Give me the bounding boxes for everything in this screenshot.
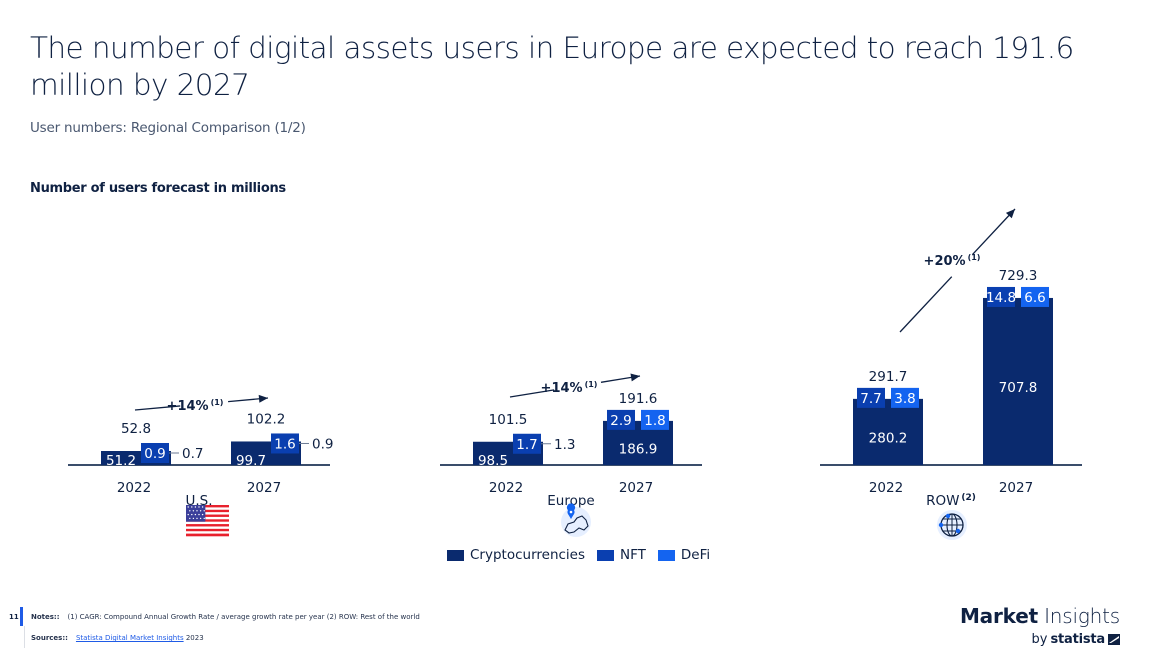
- chart-heading: Number of users forecast in millions: [30, 181, 286, 196]
- data-label-cryptocurrencies: 98.5: [478, 453, 508, 469]
- sources-label: Sources::: [31, 634, 68, 642]
- legend-swatch-nft: [597, 549, 615, 561]
- data-label-defi: 1.8: [644, 413, 665, 429]
- cagr-label: +14% (1): [167, 398, 224, 414]
- x-tick-label: 2022: [489, 480, 523, 496]
- data-label-total: 291.7: [869, 369, 908, 385]
- bar-defi: [1021, 286, 1049, 307]
- cagr-arrow-head: [258, 394, 268, 403]
- footer-notes: Notes:: (1) CAGR: Compound Annual Growth …: [31, 613, 420, 621]
- brand-byline: by statista: [960, 632, 1120, 647]
- bar-cryptocurrencies: [853, 398, 923, 465]
- cagr-label: +14% (1): [541, 380, 598, 396]
- cagr-arrow-line: [899, 276, 953, 333]
- data-label-defi: 0.7: [182, 446, 203, 462]
- cagr-arrow-line: [971, 208, 1016, 255]
- data-label-defi: 3.8: [894, 391, 915, 407]
- bar-defi: [641, 409, 669, 430]
- brand-title: Market Insights: [960, 604, 1120, 628]
- cagr-arrow-line: [134, 405, 181, 411]
- sources-year: 2023: [185, 634, 204, 642]
- brand-market: Market: [959, 604, 1038, 628]
- cagr-arrow-head: [630, 373, 640, 382]
- notes-label: Notes::: [31, 613, 60, 621]
- page-title: The number of digital assets users in Eu…: [30, 31, 1074, 102]
- footer-accent-bar: [20, 607, 23, 626]
- bar-nft: [513, 433, 541, 454]
- data-label-total: 102.2: [247, 411, 286, 427]
- bar-nft: [271, 433, 299, 454]
- legend-item-crypto: Cryptocurrencies: [447, 547, 585, 563]
- data-label-nft: 2.9: [610, 413, 631, 429]
- cagr-label: +20% (1): [924, 253, 981, 269]
- legend-swatch-crypto: [447, 549, 464, 561]
- data-label-cryptocurrencies: 707.8: [999, 380, 1038, 396]
- data-label-nft: 7.7: [860, 391, 881, 407]
- bar-nft: [141, 443, 169, 463]
- data-label-cryptocurrencies: 51.2: [106, 453, 136, 469]
- cagr-footnote: (1): [968, 253, 981, 262]
- data-label-cryptocurrencies: 186.9: [619, 441, 658, 457]
- globe-network-icon: [937, 510, 967, 540]
- region-label: ROW (2): [926, 493, 976, 509]
- brand-by: by: [1031, 632, 1048, 647]
- us-flag-icon: [186, 505, 229, 537]
- data-label-total: 729.3: [999, 268, 1038, 284]
- x-tick-label: 2022: [869, 480, 903, 496]
- brand-statista: statista: [1050, 632, 1105, 647]
- bar-cryptocurrencies: [983, 297, 1053, 465]
- data-label-defi: 0.9: [312, 436, 333, 452]
- footer-divider: [24, 626, 25, 648]
- data-label-nft: 0.9: [144, 446, 165, 462]
- data-label-nft: 1.6: [274, 436, 295, 452]
- cagr-footnote: (1): [585, 380, 598, 389]
- x-tick-label: 2027: [999, 480, 1033, 496]
- bar-defi: [891, 387, 919, 408]
- data-label-total: 52.8: [121, 421, 151, 437]
- page-subtitle: User numbers: Regional Comparison (1/2): [30, 120, 306, 136]
- page-number: 11: [9, 613, 19, 621]
- notes-text: (1) CAGR: Compound Annual Growth Rate / …: [67, 613, 420, 621]
- legend-label: Cryptocurrencies: [470, 547, 586, 563]
- x-tick-label: 2027: [247, 480, 281, 496]
- x-tick-label: 2022: [117, 480, 151, 496]
- region-label: Europe: [547, 493, 594, 509]
- cagr-arrow-head: [1005, 209, 1015, 219]
- brand-insights: Insights: [1044, 604, 1120, 628]
- data-label-total: 191.6: [619, 391, 658, 407]
- cagr-footnote: (1): [211, 398, 224, 407]
- bar-nft: [607, 409, 635, 430]
- europe-map-pin-icon: [561, 503, 591, 537]
- legend-item-nft: NFT: [597, 547, 646, 563]
- legend-item-defi: DeFi: [657, 547, 711, 563]
- footer-sources: Sources:: Statista Digital Market Insight…: [31, 634, 204, 642]
- bar-nft: [987, 286, 1015, 307]
- data-label-nft: 1.7: [516, 437, 537, 453]
- cagr-arrow-line: [509, 389, 555, 398]
- bar-nft: [857, 387, 885, 408]
- data-label-defi: 6.6: [1024, 290, 1045, 306]
- chart-legend: Cryptocurrencies NFT DeFi: [447, 547, 722, 563]
- data-label-defi: 1.3: [554, 437, 575, 453]
- data-label-cryptocurrencies: 280.2: [869, 430, 908, 446]
- data-label-nft: 14.8: [986, 290, 1016, 306]
- statista-logo-icon: [1108, 634, 1120, 645]
- data-label-cryptocurrencies: 99.7: [236, 453, 266, 469]
- brand-logo: Market Insights by statista: [960, 604, 1120, 647]
- data-label-total: 101.5: [489, 412, 528, 428]
- x-tick-label: 2027: [619, 480, 653, 496]
- region-footnote: (2): [961, 493, 976, 503]
- legend-swatch-defi: [657, 549, 675, 561]
- legend-label: NFT: [620, 547, 646, 563]
- sources-link[interactable]: Statista Digital Market Insights: [75, 634, 184, 642]
- legend-label: DeFi: [680, 547, 711, 563]
